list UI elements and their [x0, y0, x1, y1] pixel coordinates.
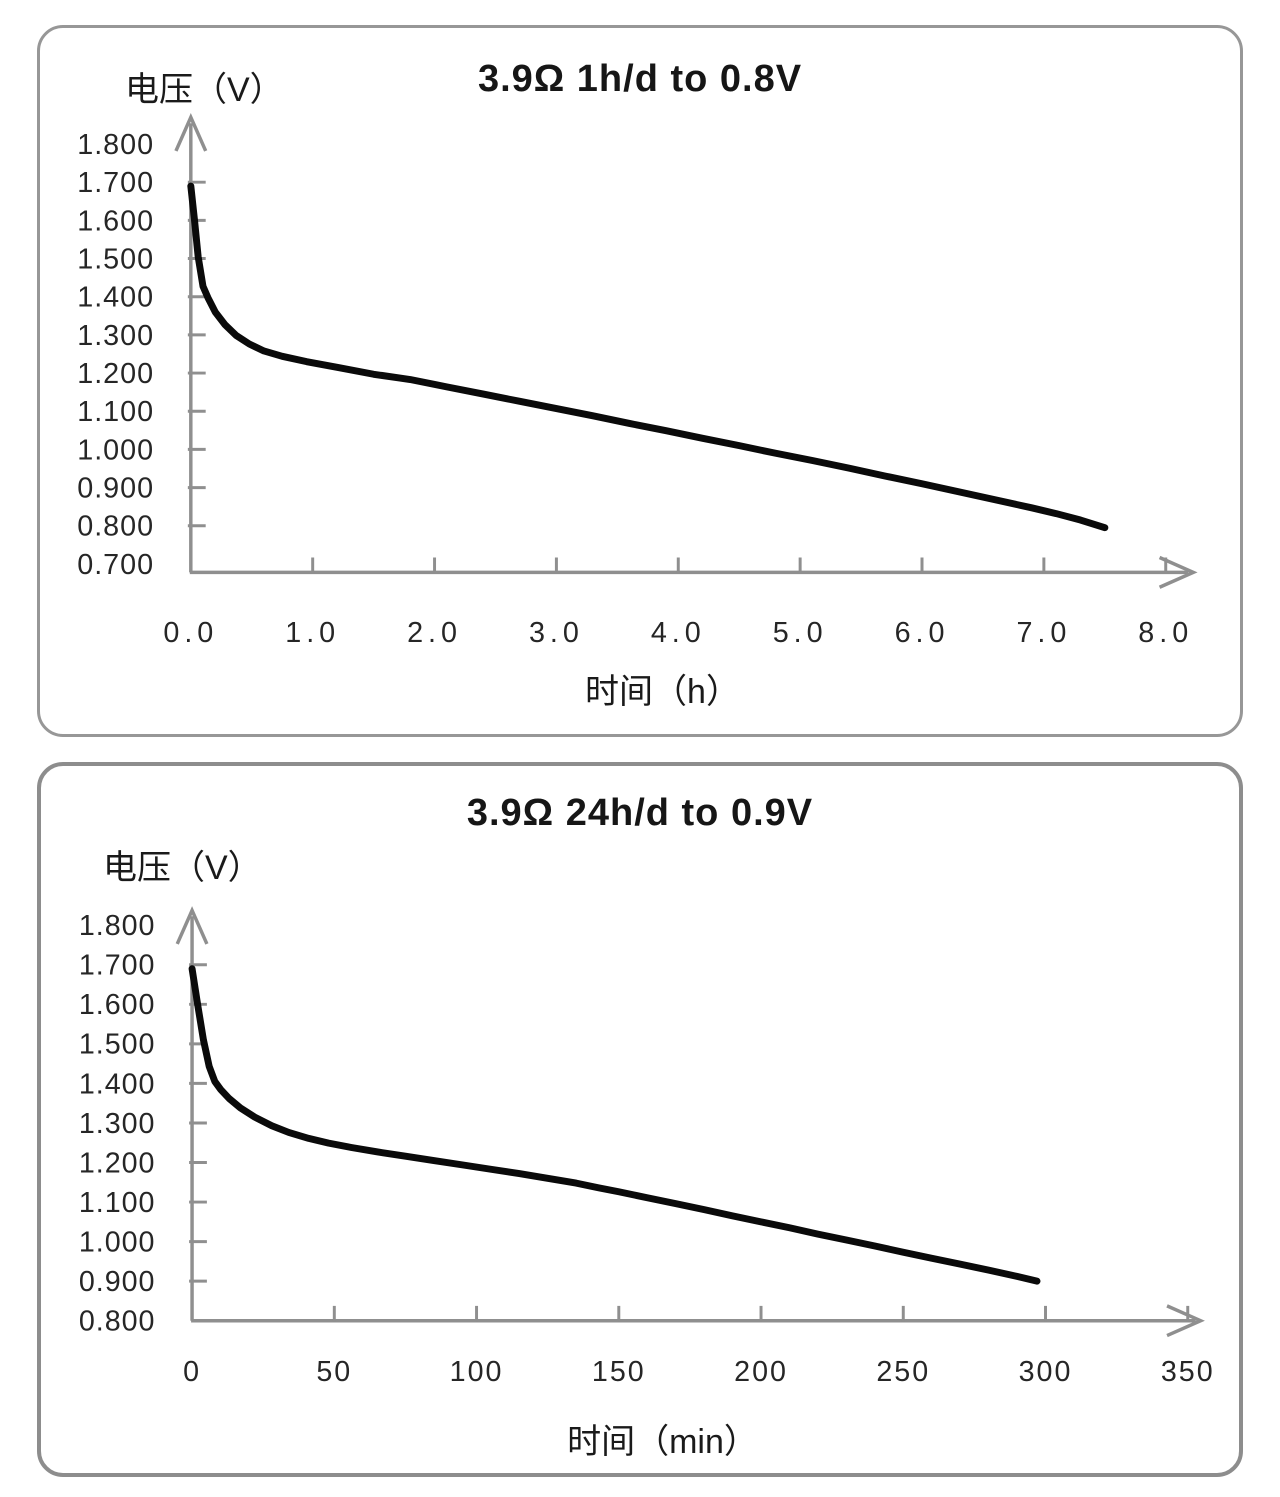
chart-2-y-axis-arrowhead	[175, 906, 209, 945]
chart-1-x-tick-label: 1.0	[285, 617, 340, 649]
chart-1-y-tick-label: 1.700	[77, 167, 154, 199]
chart-1-x-tick-label: 5.0	[773, 617, 828, 649]
chart-panel-1: 电压（V） 3.9Ω 1h/d to 0.8V 1.800 1.700 1.600 1…	[37, 25, 1243, 737]
chart-2-title: 3.9Ω 24h/d to 0.9V	[466, 792, 814, 834]
chart-2-x-tick-label: 250	[876, 1356, 930, 1388]
chart-2-y-tick-label: 1.500	[79, 1029, 156, 1061]
chart-2-x-tick-label: 50	[316, 1356, 352, 1388]
chart-2-y-tick-label: 1.800	[79, 910, 156, 942]
chart-1-discharge-curve	[187, 182, 1109, 532]
chart-1-x-tick-label: 0.0	[163, 617, 218, 649]
chart-2-y-tick-label: 1.300	[79, 1108, 156, 1140]
chart-1-title: 3.9Ω 1h/d to 0.8V	[477, 58, 803, 100]
chart-1-y-axis-title: 电压（V）	[125, 71, 284, 109]
chart-panel-2: 电压（V） 3.9Ω 24h/d to 0.9V 1.800 1.700 1.600…	[37, 762, 1243, 1477]
chart-1-plot: 1.800 1.700 1.600 1.500 1.400 1.300 1.200 1.100…	[77, 112, 1198, 649]
chart-2-y-tick-label: 0.800	[79, 1306, 156, 1338]
chart-2-y-tick-label: 1.600	[79, 989, 156, 1021]
chart-1-y-axis-arrowhead	[174, 112, 208, 152]
chart-2-y-tick-label: 1.000	[79, 1227, 156, 1259]
chart-1-x-tick-label: 4.0	[651, 617, 706, 649]
chart-2-x-tick-label: 300	[1019, 1356, 1073, 1388]
chart-2-x-tick-label: 200	[734, 1356, 788, 1388]
chart-1-y-tick-label: 1.100	[77, 396, 154, 428]
chart-2-y-axis-title: 电压（V）	[103, 849, 262, 887]
chart-1-y-tick-label: 1.400	[77, 282, 154, 314]
chart-1-x-tick-label: 6.0	[895, 617, 950, 649]
chart-1-y-tick-label: 1.800	[77, 129, 154, 161]
chart-1-y-tick-label: 0.800	[77, 511, 154, 543]
chart-2-x-tick-label: 100	[450, 1356, 504, 1388]
chart-1-y-tick-label: 1.200	[77, 358, 154, 390]
chart-2-x-tick-label: 150	[592, 1356, 646, 1388]
chart-2-x-tick-label: 0	[183, 1356, 201, 1388]
chart-1-x-tick-label: 8.0	[1138, 617, 1193, 649]
chart-1-y-tick-label: 0.900	[77, 473, 154, 505]
chart-2-x-axis-arrowhead	[1166, 1304, 1205, 1338]
chart-2-discharge-curve	[188, 965, 1041, 1285]
chart-2-y-tick-label: 1.400	[79, 1068, 156, 1100]
chart-2-y-tick-label: 1.200	[79, 1147, 156, 1179]
chart-1-y-tick-label: 1.600	[77, 205, 154, 237]
chart-2-y-tick-label: 0.900	[79, 1266, 156, 1298]
chart-1-x-axis-arrowhead	[1158, 555, 1198, 589]
chart-1-x-tick-label: 2.0	[407, 617, 462, 649]
chart-1-x-tick-label: 7.0	[1016, 617, 1071, 649]
chart-1-y-tick-label: 1.300	[77, 320, 154, 352]
chart-1-y-tick-label: 0.700	[77, 549, 154, 581]
chart-2-plot: 1.800 1.700 1.600 1.500 1.400 1.300 1.200 1.100…	[79, 906, 1215, 1388]
chart-1-y-tick-label: 1.000	[77, 434, 154, 466]
chart-1-y-tick-label: 1.500	[77, 243, 154, 275]
chart-1-x-tick-label: 3.0	[529, 617, 584, 649]
chart-2-y-tick-label: 1.700	[79, 950, 156, 982]
chart-2-x-axis-title: 时间（min）	[567, 1423, 758, 1461]
chart-1-x-axis-title: 时间（h）	[585, 673, 740, 711]
chart-2-x-tick-label: 350	[1161, 1356, 1215, 1388]
chart-2-y-tick-label: 1.100	[79, 1187, 156, 1219]
